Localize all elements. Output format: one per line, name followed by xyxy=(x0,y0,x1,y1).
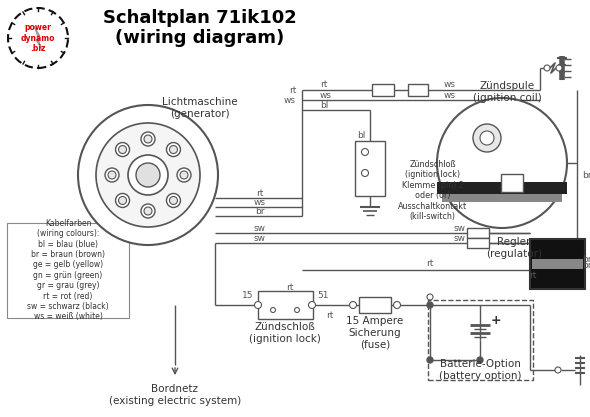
Bar xyxy=(467,238,489,248)
Circle shape xyxy=(141,204,155,218)
Circle shape xyxy=(144,207,152,215)
Text: Regler
(regulator): Regler (regulator) xyxy=(486,237,542,259)
Text: ws: ws xyxy=(320,90,332,100)
Circle shape xyxy=(555,367,561,373)
Circle shape xyxy=(166,143,181,156)
Polygon shape xyxy=(34,26,42,50)
Bar xyxy=(257,291,313,319)
Bar xyxy=(7,223,129,317)
Bar xyxy=(437,182,567,194)
Circle shape xyxy=(116,143,130,156)
Bar xyxy=(501,174,523,192)
Circle shape xyxy=(270,307,276,312)
Text: bl: bl xyxy=(356,131,365,140)
Text: sw: sw xyxy=(454,234,466,243)
Circle shape xyxy=(309,301,316,309)
Text: ws: ws xyxy=(284,95,296,105)
Text: br: br xyxy=(582,171,590,179)
Text: Batterie-Option
(battery option): Batterie-Option (battery option) xyxy=(439,359,521,381)
Bar xyxy=(529,239,585,289)
Text: Kabelfarben
(wiring colours):
bl = blau (blue)
br = braun (brown)
ge = gelb (yel: Kabelfarben (wiring colours): bl = blau … xyxy=(27,219,109,322)
Circle shape xyxy=(427,357,433,363)
Text: ws: ws xyxy=(444,80,456,88)
Text: Schaltplan 71ik102
(wiring diagram): Schaltplan 71ik102 (wiring diagram) xyxy=(103,9,297,48)
Circle shape xyxy=(437,98,567,228)
Text: Lichtmaschine
(generator): Lichtmaschine (generator) xyxy=(162,97,238,119)
Text: Zündschloß
(ignition lock)
Klemme (pin) 2
oder (or)
Ausschaltkontakt
(kill-switc: Zündschloß (ignition lock) Klemme (pin) … xyxy=(398,160,467,221)
Bar xyxy=(442,194,562,202)
Circle shape xyxy=(427,294,433,300)
Circle shape xyxy=(169,196,178,204)
Circle shape xyxy=(136,163,160,187)
Text: 15 Ampere
Sicherung
(fuse): 15 Ampere Sicherung (fuse) xyxy=(346,317,404,349)
Circle shape xyxy=(166,193,181,207)
Text: power
dynamo
.biz: power dynamo .biz xyxy=(21,23,55,53)
Text: rt: rt xyxy=(427,259,434,269)
Circle shape xyxy=(78,105,218,245)
Circle shape xyxy=(180,171,188,179)
Bar xyxy=(408,84,428,96)
Text: rt: rt xyxy=(529,271,537,279)
Circle shape xyxy=(544,65,550,71)
Circle shape xyxy=(8,8,68,68)
Bar xyxy=(532,259,583,269)
Circle shape xyxy=(556,65,562,71)
Text: +: + xyxy=(491,314,502,327)
Circle shape xyxy=(119,196,126,204)
Text: 15: 15 xyxy=(241,291,253,299)
Text: bl: bl xyxy=(320,100,329,110)
Text: rt: rt xyxy=(320,80,327,88)
Bar xyxy=(372,84,394,96)
Text: Zündschloß
(ignition lock): Zündschloß (ignition lock) xyxy=(249,322,321,344)
Circle shape xyxy=(116,193,130,207)
Text: sw: sw xyxy=(454,224,466,233)
Circle shape xyxy=(362,169,369,176)
Text: br: br xyxy=(255,206,265,216)
Text: rt: rt xyxy=(286,282,294,291)
Bar xyxy=(359,297,391,313)
Text: sw: sw xyxy=(254,224,266,233)
Text: ws: ws xyxy=(254,198,266,206)
Circle shape xyxy=(362,148,369,156)
Text: rt: rt xyxy=(289,85,296,95)
Circle shape xyxy=(473,124,501,152)
Text: Bordnetz
(existing electric system): Bordnetz (existing electric system) xyxy=(109,384,241,406)
Circle shape xyxy=(128,155,168,195)
Circle shape xyxy=(105,168,119,182)
Bar xyxy=(355,141,385,196)
Bar xyxy=(428,300,533,380)
Circle shape xyxy=(108,171,116,179)
Circle shape xyxy=(477,357,483,363)
Circle shape xyxy=(119,146,126,153)
Circle shape xyxy=(349,301,356,309)
Circle shape xyxy=(144,135,152,143)
Text: ws: ws xyxy=(444,90,456,100)
Text: 51: 51 xyxy=(317,291,329,299)
Circle shape xyxy=(141,132,155,146)
Text: Zündspule
(ignition coil): Zündspule (ignition coil) xyxy=(473,81,542,103)
Circle shape xyxy=(394,301,401,309)
Circle shape xyxy=(294,307,300,312)
Circle shape xyxy=(254,301,261,309)
Text: rt: rt xyxy=(256,188,264,198)
Text: sw: sw xyxy=(254,234,266,243)
Bar xyxy=(467,228,489,238)
Text: rt: rt xyxy=(326,311,334,319)
Circle shape xyxy=(96,123,200,227)
Text: br: br xyxy=(582,261,590,269)
Circle shape xyxy=(427,302,433,308)
Circle shape xyxy=(177,168,191,182)
Circle shape xyxy=(480,131,494,145)
Circle shape xyxy=(169,146,178,153)
Text: br: br xyxy=(582,256,590,264)
